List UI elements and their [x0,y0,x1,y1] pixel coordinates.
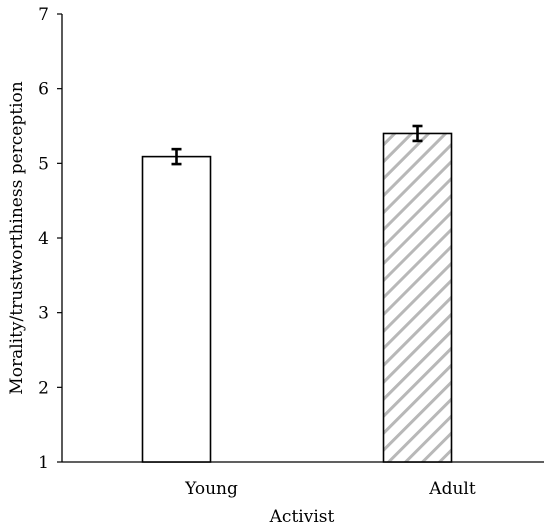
y-tick-label: 7 [38,5,49,25]
y-tick-label: 2 [38,378,49,398]
bar-young [141,155,212,463]
y-axis-ticks: 1 2 3 4 5 6 7 [38,5,62,473]
x-axis-title: Activist [269,507,335,527]
x-tick-label-adult: Adult [428,479,476,499]
y-tick-label: 5 [38,154,49,174]
y-axis-title: Morality/trustworthiness perception [7,81,27,394]
y-tick-label: 6 [38,80,49,100]
error-bar-young [171,147,182,166]
bar-adult [382,132,453,463]
x-axis-category-labels: Young Adult [184,479,476,499]
x-tick-label-young: Young [184,479,238,499]
error-bar-adult [412,124,423,143]
y-tick-label: 1 [38,453,49,473]
error-bars [171,124,423,166]
plot-area: 1 2 3 4 5 6 7 Young Adult [38,5,544,499]
y-tick-label: 3 [38,304,49,324]
bars [141,132,453,463]
y-tick-label: 4 [38,229,49,249]
